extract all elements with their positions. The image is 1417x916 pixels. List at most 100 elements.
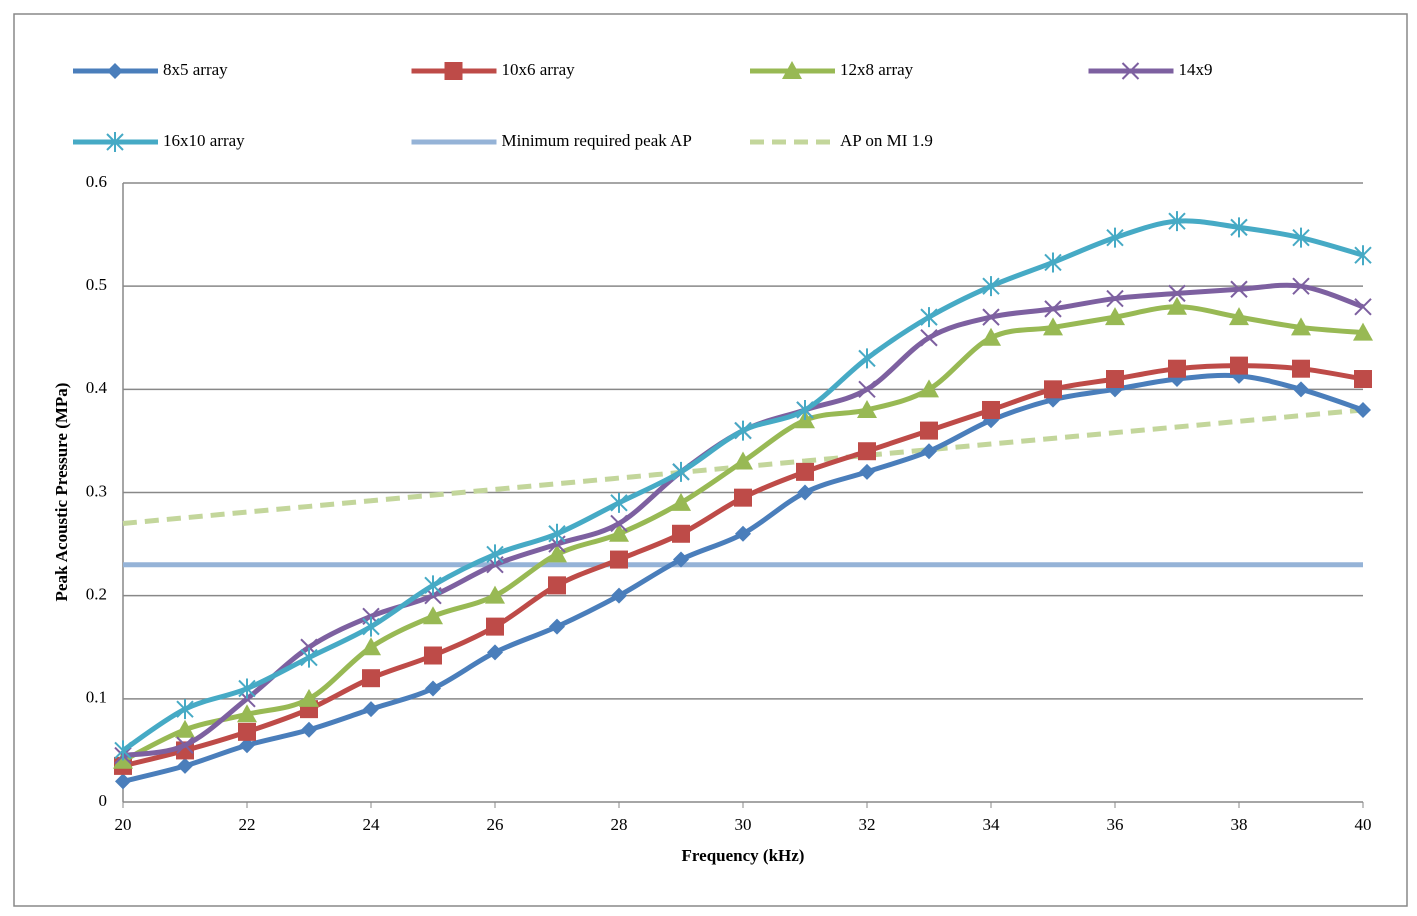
marker-shape bbox=[1043, 317, 1063, 336]
marker bbox=[920, 421, 938, 440]
marker bbox=[1355, 401, 1371, 418]
marker-shape bbox=[919, 379, 939, 398]
marker-shape bbox=[673, 551, 689, 568]
marker bbox=[1106, 370, 1124, 389]
marker bbox=[1292, 359, 1310, 378]
marker-shape bbox=[362, 669, 380, 688]
marker-shape bbox=[1106, 227, 1124, 248]
marker bbox=[425, 680, 441, 697]
marker bbox=[300, 647, 318, 668]
marker-shape bbox=[299, 688, 319, 707]
x-tick-label: 24 bbox=[363, 815, 381, 834]
marker-shape bbox=[982, 400, 1000, 419]
marker-shape bbox=[1168, 359, 1186, 378]
marker-shape bbox=[1230, 356, 1248, 375]
marker-shape bbox=[1230, 217, 1248, 238]
marker-shape bbox=[782, 61, 802, 79]
legend-label: 12x8 array bbox=[840, 60, 914, 79]
marker-shape bbox=[176, 699, 194, 720]
marker bbox=[1229, 307, 1249, 326]
x-tick-label: 36 bbox=[1107, 815, 1124, 834]
marker bbox=[1044, 300, 1062, 318]
marker-shape bbox=[548, 523, 566, 544]
x-tick-label: 26 bbox=[487, 815, 504, 834]
marker-shape bbox=[735, 525, 751, 542]
marker-shape bbox=[237, 704, 257, 723]
marker bbox=[1291, 317, 1311, 336]
marker bbox=[175, 719, 195, 738]
y-axis-title: Peak Acoustic Pressure (MPa) bbox=[52, 383, 71, 602]
marker bbox=[549, 618, 565, 635]
marker-shape bbox=[609, 523, 629, 542]
marker bbox=[796, 462, 814, 481]
marker bbox=[424, 646, 442, 665]
marker bbox=[548, 523, 566, 544]
y-tick-label: 0.5 bbox=[86, 275, 107, 294]
marker-shape bbox=[796, 462, 814, 481]
marker-shape bbox=[363, 701, 379, 718]
marker-shape bbox=[444, 62, 463, 80]
marker bbox=[362, 669, 380, 688]
marker-shape bbox=[485, 585, 505, 604]
marker bbox=[301, 721, 317, 738]
marker bbox=[1168, 284, 1186, 303]
marker bbox=[1043, 317, 1063, 336]
marker-shape bbox=[1355, 401, 1371, 418]
marker bbox=[115, 773, 131, 790]
marker bbox=[920, 307, 938, 328]
marker bbox=[672, 461, 690, 482]
marker-shape bbox=[921, 443, 937, 460]
x-tick-label: 32 bbox=[859, 815, 876, 834]
marker bbox=[1044, 380, 1062, 399]
marker-shape bbox=[1230, 280, 1248, 298]
marker-shape bbox=[1121, 62, 1140, 80]
legend-item: 8x5 array bbox=[73, 60, 228, 79]
marker bbox=[796, 399, 814, 420]
marker-shape bbox=[1044, 252, 1062, 273]
marker-shape bbox=[672, 461, 690, 482]
marker bbox=[239, 737, 255, 754]
marker-shape bbox=[548, 576, 566, 595]
marker-shape bbox=[920, 421, 938, 440]
marker-shape bbox=[1354, 298, 1372, 316]
legend-item: 12x8 array bbox=[750, 60, 914, 79]
marker-shape bbox=[1354, 370, 1372, 389]
marker bbox=[611, 587, 627, 604]
legend-label: Minimum required peak AP bbox=[502, 131, 692, 150]
marker bbox=[1167, 296, 1187, 315]
marker bbox=[1354, 370, 1372, 389]
marker-shape bbox=[610, 514, 628, 533]
marker bbox=[734, 420, 752, 441]
y-tick-label: 0.6 bbox=[86, 172, 107, 191]
marker-shape bbox=[858, 442, 876, 461]
marker-shape bbox=[857, 399, 877, 418]
marker bbox=[106, 132, 124, 152]
x-tick-label: 22 bbox=[239, 815, 256, 834]
x-tick-label: 28 bbox=[611, 815, 628, 834]
marker bbox=[782, 61, 802, 79]
marker bbox=[237, 704, 257, 723]
marker bbox=[858, 380, 876, 399]
marker bbox=[362, 616, 380, 637]
x-axis-title: Frequency (kHz) bbox=[682, 846, 805, 865]
marker-shape bbox=[1044, 300, 1062, 318]
marker-shape bbox=[858, 348, 876, 369]
x-tick-label: 40 bbox=[1355, 815, 1372, 834]
marker-shape bbox=[734, 420, 752, 441]
x-tick-label: 20 bbox=[115, 815, 132, 834]
y-tick-label: 0.2 bbox=[86, 585, 107, 604]
marker-shape bbox=[672, 524, 690, 543]
marker-shape bbox=[177, 757, 193, 774]
chart-frame bbox=[13, 13, 1408, 907]
marker bbox=[363, 701, 379, 718]
marker bbox=[858, 348, 876, 369]
marker bbox=[1106, 289, 1124, 308]
x-tick-label: 30 bbox=[735, 815, 752, 834]
marker bbox=[672, 524, 690, 543]
marker-shape bbox=[796, 399, 814, 420]
marker bbox=[238, 678, 256, 699]
marker-shape bbox=[424, 575, 442, 596]
marker bbox=[547, 544, 567, 563]
series-line bbox=[121, 304, 1364, 763]
marker bbox=[1293, 381, 1309, 398]
